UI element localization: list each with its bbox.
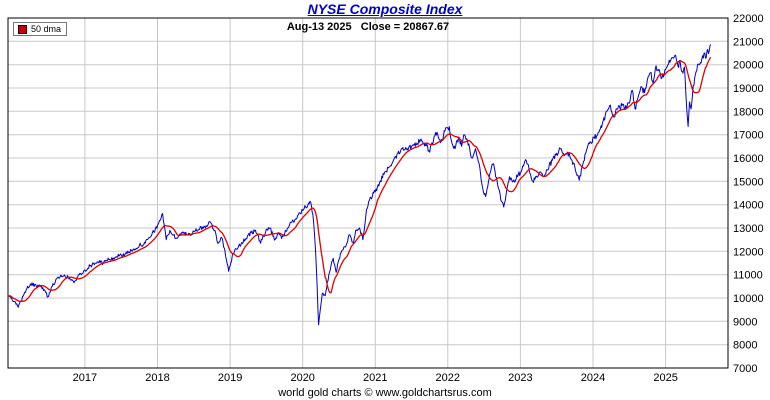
y-axis-label: 20000 [733,60,764,72]
x-axis-label: 2023 [508,372,532,384]
y-axis-label: 12000 [733,246,764,258]
y-axis-label: 15000 [733,176,764,188]
x-axis-label: 2021 [363,372,387,384]
50dma-legend-swatch [18,24,27,34]
x-axis-label: 2024 [581,372,605,384]
y-axis-label: 22000 [733,13,764,25]
x-axis-label: 2020 [290,372,314,384]
x-axis-label: 2018 [145,372,169,384]
y-axis-label: 7000 [733,363,757,375]
y-axis-label: 8000 [733,340,757,352]
price-line [8,44,712,326]
x-axis-label: 2025 [653,372,677,384]
y-axis-label: 19000 [733,83,764,95]
x-axis-label: 2022 [436,372,460,384]
y-axis-label: 9000 [733,316,757,328]
plot-border [7,17,729,369]
legend: 50 dma [13,22,68,36]
x-axis-label: 2019 [218,372,242,384]
y-axis-label: 21000 [733,36,764,48]
x-axis-label: 2017 [73,372,97,384]
y-axis-label: 14000 [733,200,764,212]
page-title: NYSE Composite Index [307,1,463,17]
footer-text: world gold charts © www.goldchartsrus.co… [278,387,492,399]
y-axis-label: 18000 [733,106,764,118]
ma-line [8,56,712,302]
y-axis-label: 13000 [733,223,764,235]
y-axis-label: 16000 [733,153,764,165]
y-axis-label: 11000 [733,270,763,282]
y-axis-label: 10000 [733,293,764,305]
chart-subtitle: Aug-13 2025 Close = 20867.67 [286,21,450,33]
legend-label: 50 dma [31,24,62,34]
y-axis-label: 17000 [733,130,764,142]
